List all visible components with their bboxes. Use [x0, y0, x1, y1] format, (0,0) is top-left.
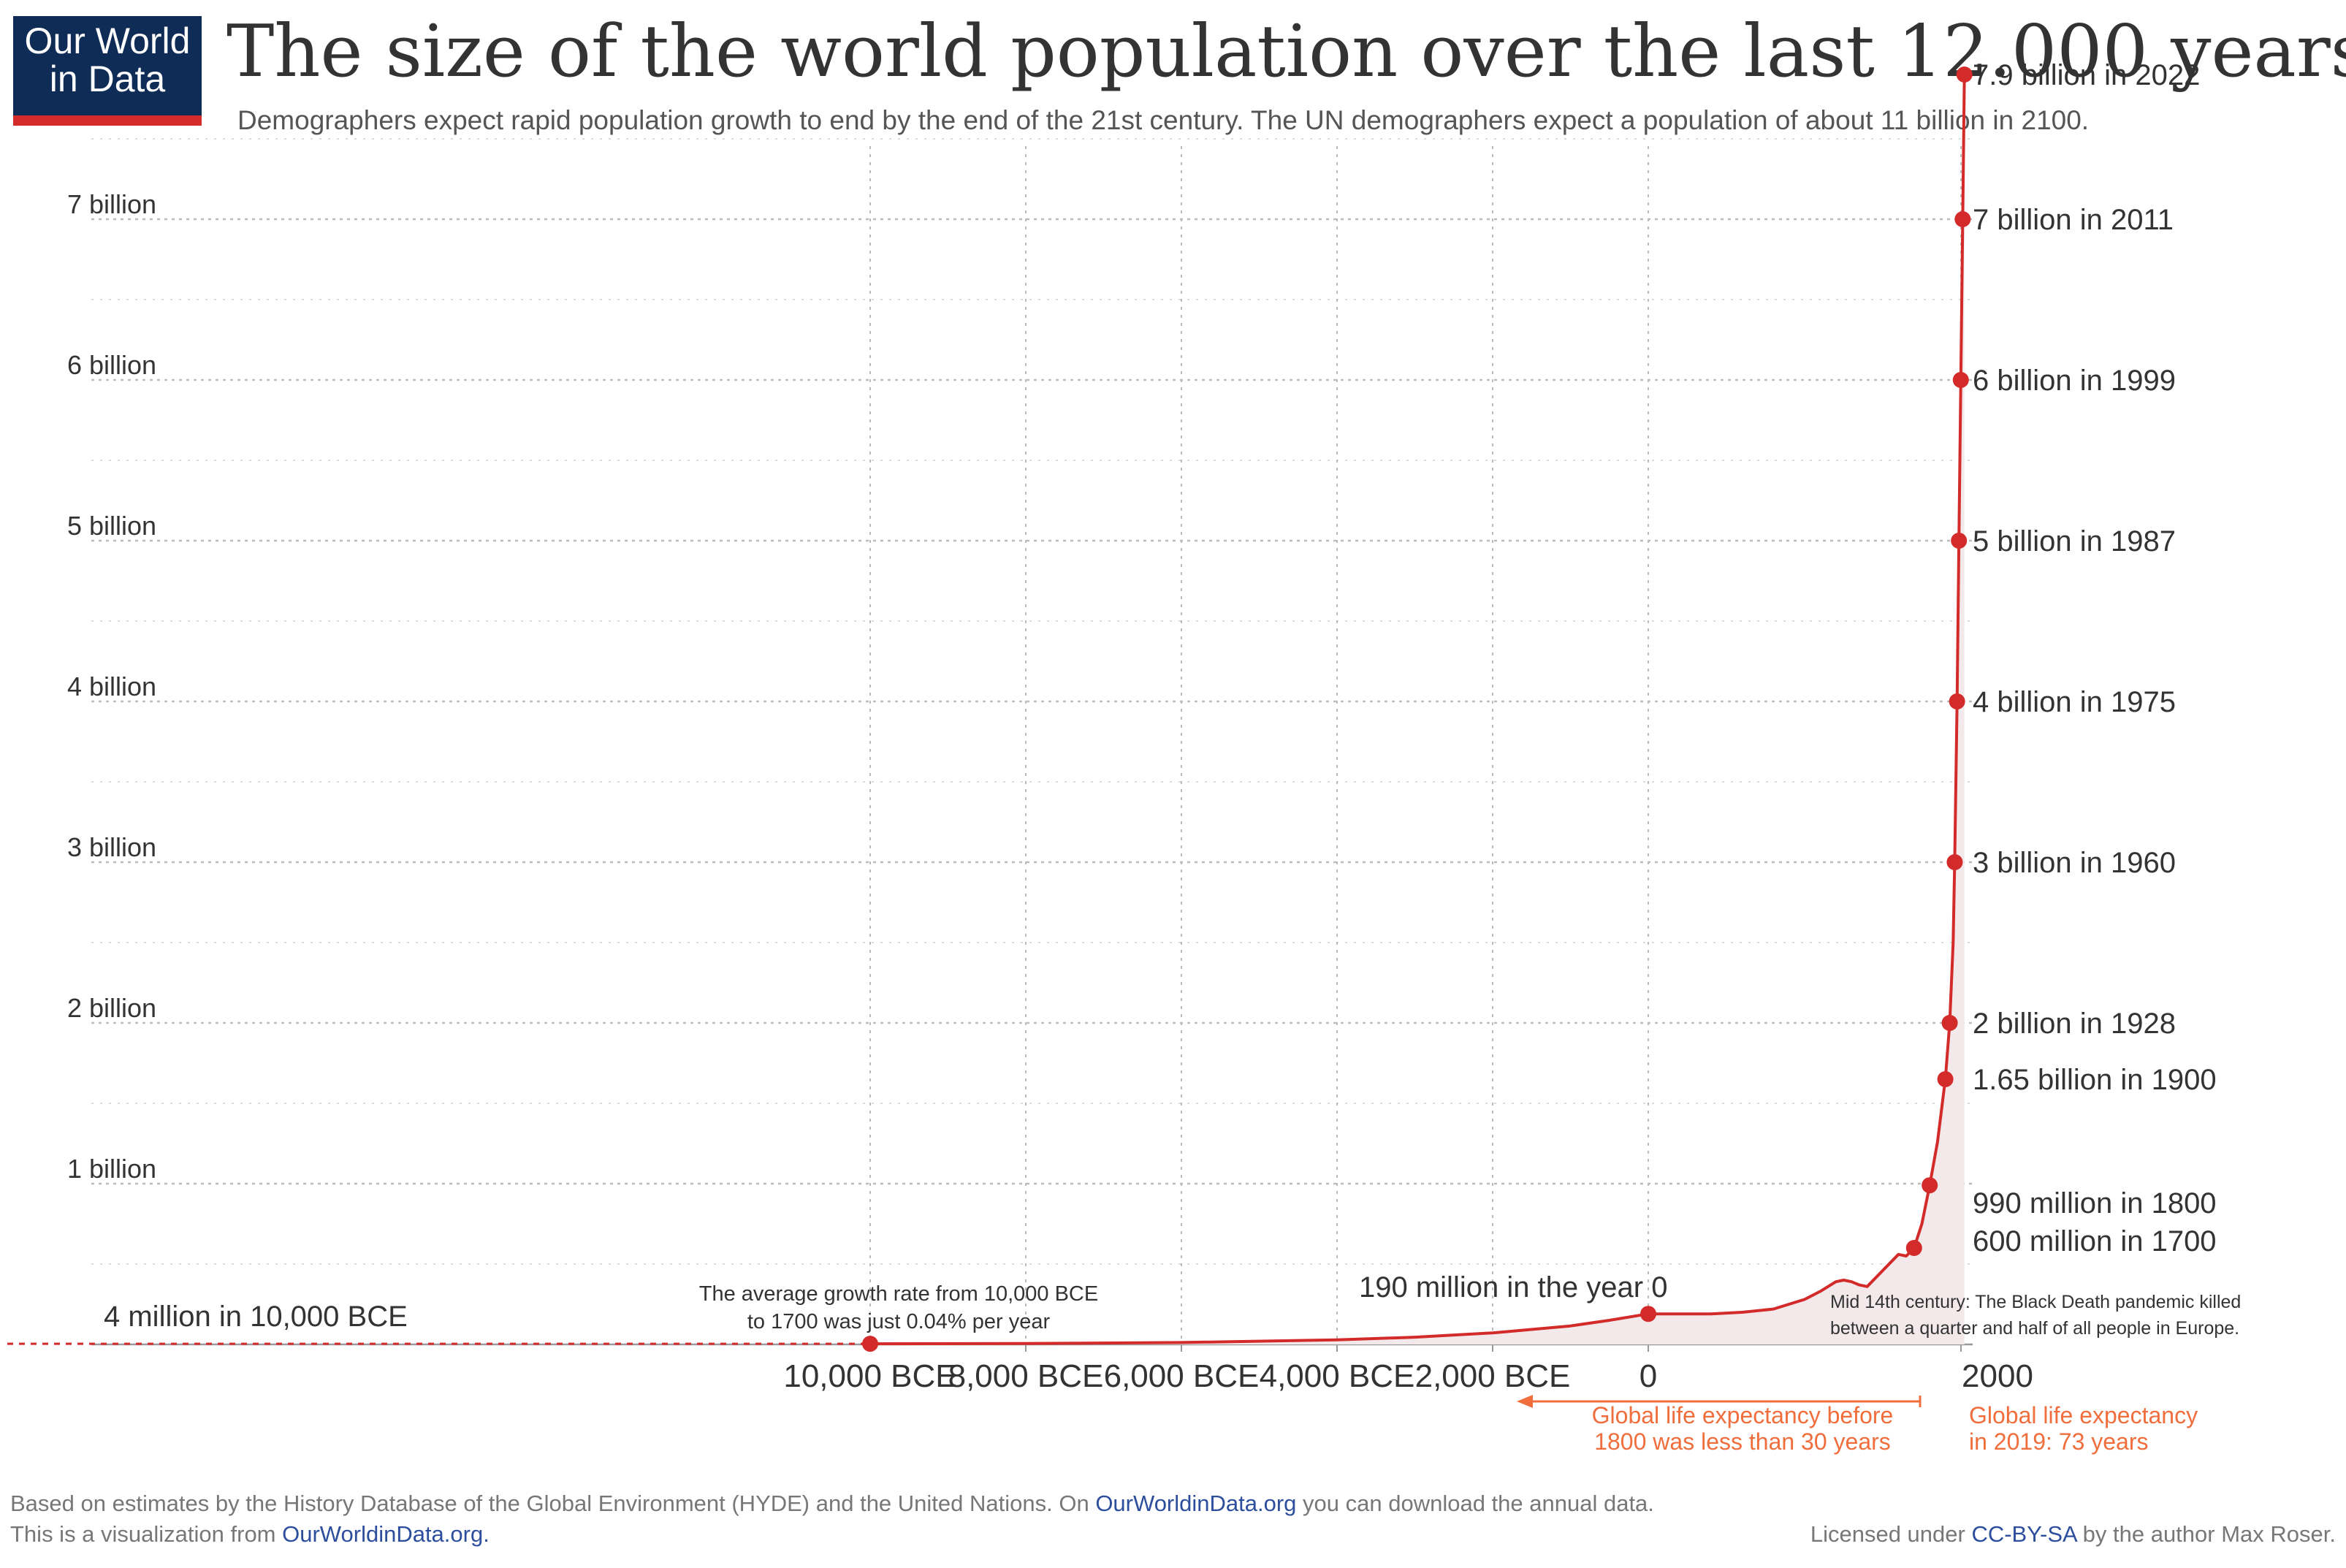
y-tick-label-0: 1 billion — [67, 1154, 156, 1184]
annotation-growth-rate-1: The average growth rate from 10,000 BCE — [699, 1282, 1098, 1306]
owid-logo[interactable] — [13, 16, 202, 124]
annotation-growth-rate-2: to 1700 was just 0.04% per year — [747, 1310, 1051, 1333]
footer-license: Licensed under CC-BY-SA by the author Ma… — [1810, 1521, 2336, 1548]
x-tick-label-3: 4,000 BCE — [1260, 1358, 1415, 1394]
logo-line-1: Our World — [24, 20, 191, 61]
annotation-black-death-2: between a quarter and half of all people… — [1830, 1318, 2239, 1339]
data-point-10 — [1954, 211, 1971, 227]
data-point-7 — [1949, 693, 1965, 709]
logo-text[interactable]: Our World in Data — [13, 22, 202, 98]
data-point-9 — [1952, 372, 1969, 388]
x-tick-label-0: 10,000 BCE — [783, 1358, 956, 1394]
data-point-3 — [1922, 1177, 1938, 1194]
footer-link-owid[interactable]: OurWorldinData.org — [1095, 1491, 1297, 1516]
x-tick-label-6: 2000 — [1962, 1358, 2033, 1394]
chart-subtitle: Demographers expect rapid population gro… — [237, 105, 2090, 135]
annotation-life-before-1: Global life expectancy before — [1592, 1402, 1894, 1428]
footer-source-text-a: Based on estimates by the History Databa… — [10, 1491, 1096, 1516]
data-label-6: 3 billion in 1960 — [1973, 847, 2176, 879]
data-label-9: 6 billion in 1999 — [1973, 365, 2176, 397]
data-label-11: 7.9 billion in 2022 — [1973, 59, 2200, 91]
y-tick-label-5: 6 billion — [67, 350, 156, 380]
annotation-life-after-1: Global life expectancy — [1969, 1402, 2198, 1428]
data-label-4: 1.65 billion in 1900 — [1973, 1064, 2217, 1096]
footer-link-owid-2[interactable]: OurWorldinData.org. — [282, 1521, 490, 1547]
data-label-8: 5 billion in 1987 — [1973, 525, 2176, 557]
logo-accent-bar — [13, 115, 202, 126]
data-point-4 — [1937, 1071, 1954, 1087]
data-point-2 — [1905, 1240, 1922, 1256]
data-label-10: 7 billion in 2011 — [1973, 204, 2174, 236]
data-point-1 — [1640, 1306, 1656, 1322]
population-line — [869, 74, 1966, 1346]
y-tick-label-4: 5 billion — [67, 511, 156, 541]
footer-license-text-a: Licensed under — [1810, 1521, 1972, 1547]
data-label-2: 600 million in 1700 — [1973, 1225, 2217, 1257]
data-point-5 — [1941, 1015, 1958, 1031]
x-tick-label-1: 8,000 BCE — [948, 1358, 1104, 1394]
annotation-black-death-1: Mid 14th century: The Black Death pandem… — [1830, 1292, 2241, 1312]
annotation-life-before-2: 1800 was less than 30 years — [1594, 1428, 1891, 1455]
data-point-6 — [1946, 854, 1963, 870]
data-point-11 — [1956, 66, 1973, 83]
footer-source: Based on estimates by the History Databa… — [10, 1491, 1654, 1517]
y-tick-label-2: 3 billion — [67, 832, 156, 862]
chart-title: The size of the world population over th… — [226, 10, 2346, 94]
footer-visualization-text: This is a visualization from — [10, 1521, 283, 1547]
footer-source-text-b: you can download the annual data. — [1296, 1491, 1654, 1516]
y-tick-label-3: 4 billion — [67, 671, 156, 701]
footer-license-text-b: by the author Max Roser. — [2076, 1521, 2336, 1547]
y-tick-label-6: 7 billion — [67, 189, 156, 219]
life-expectancy-arrow-head — [1517, 1395, 1533, 1408]
data-point-8 — [1951, 533, 1968, 549]
y-tick-label-1: 2 billion — [67, 993, 156, 1023]
x-tick-label-2: 6,000 BCE — [1104, 1358, 1260, 1394]
footer-visualization: This is a visualization from OurWorldinD… — [10, 1521, 490, 1548]
data-point-0 — [862, 1336, 878, 1352]
data-label-1: 190 million in the year 0 — [1359, 1271, 1667, 1304]
x-tick-label-4: 2,000 BCE — [1415, 1358, 1571, 1394]
footer-link-license[interactable]: CC-BY-SA — [1971, 1521, 2077, 1547]
annotation-life-after-2: in 2019: 73 years — [1969, 1428, 2149, 1455]
data-label-0: 4 million in 10,000 BCE — [104, 1301, 408, 1333]
data-label-7: 4 billion in 1975 — [1973, 686, 2176, 718]
logo-line-2: in Data — [49, 58, 166, 99]
data-label-3: 990 million in 1800 — [1973, 1187, 2217, 1219]
data-label-5: 2 billion in 1928 — [1973, 1008, 2176, 1040]
population-area — [870, 75, 1965, 1344]
x-tick-label-5: 0 — [1639, 1358, 1657, 1394]
